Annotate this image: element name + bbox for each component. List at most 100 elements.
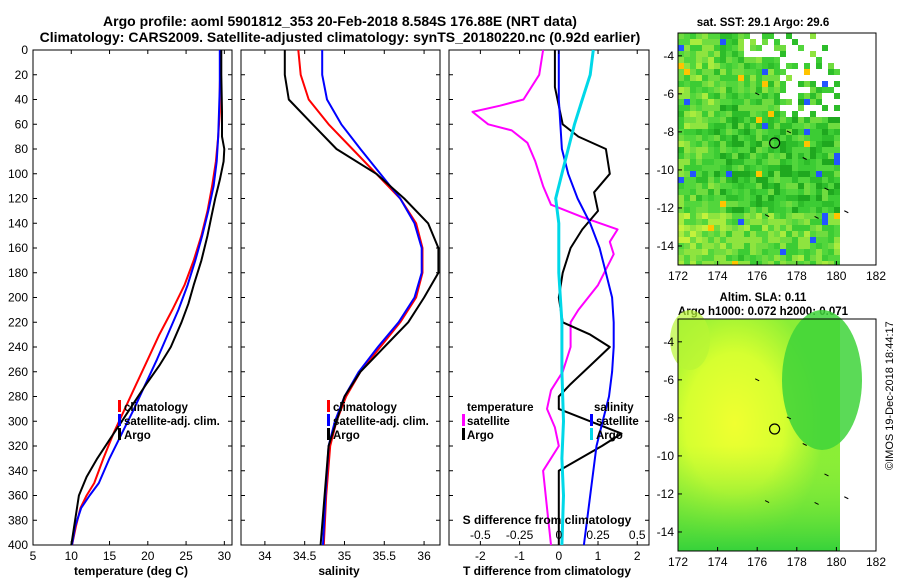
- sst-cell: [828, 261, 834, 265]
- sst-cell: [708, 213, 714, 219]
- sst-cell: [774, 225, 780, 231]
- sst-cell: [750, 243, 756, 249]
- sst-cell: [816, 165, 822, 171]
- sst-cell: [762, 243, 768, 249]
- sst-cell: [768, 159, 774, 165]
- sst-cell: [714, 93, 720, 99]
- sst-cell: [732, 111, 738, 117]
- sst-cell: [690, 117, 696, 123]
- sst-cell: [804, 219, 810, 225]
- sst-cell: [768, 135, 774, 141]
- sst-cell: [720, 171, 726, 177]
- sst-cell: [756, 135, 762, 141]
- sst-cell: [786, 189, 792, 195]
- sst-cell: [690, 255, 696, 261]
- sst-cell: [720, 87, 726, 93]
- sst-cell: [822, 231, 828, 237]
- sst-cell: [828, 135, 834, 141]
- map-x-tick-label: 182: [866, 269, 886, 283]
- sst-cell: [708, 63, 714, 69]
- sst-cell: [678, 93, 684, 99]
- sst-cell: [810, 117, 816, 123]
- sst-cell: [816, 201, 822, 207]
- sst-map-title: sat. SST: 29.1 Argo: 29.6: [697, 17, 830, 29]
- depth-tick-label: 60: [15, 117, 29, 131]
- sst-cell: [696, 141, 702, 147]
- sst-cell: [762, 249, 768, 255]
- sst-cell: [792, 135, 798, 141]
- sst-cell: [828, 219, 834, 225]
- sst-cell: [678, 249, 684, 255]
- sst-cell: [798, 249, 804, 255]
- sla-field-south: [678, 445, 840, 551]
- sst-cell: [810, 177, 816, 183]
- sst-cell: [768, 57, 774, 63]
- sst-cell: [684, 213, 690, 219]
- sst-cell: [798, 129, 804, 135]
- sst-cell: [756, 45, 762, 51]
- sst-cell: [768, 189, 774, 195]
- sst-cell: [792, 231, 798, 237]
- sst-cell: [804, 249, 810, 255]
- sst-cell: [750, 255, 756, 261]
- sst-cell: [750, 147, 756, 153]
- x-tick-label: 1: [595, 549, 602, 563]
- sst-cell: [702, 33, 708, 39]
- sst-cell: [744, 93, 750, 99]
- sst-cell: [714, 57, 720, 63]
- salinity-lines: [283, 49, 440, 546]
- sst-cell: [756, 153, 762, 159]
- sst-cell: [744, 105, 750, 111]
- sst-cell: [798, 153, 804, 159]
- sst-cell: [678, 147, 684, 153]
- sst-cell: [726, 237, 732, 243]
- sst-cell: [720, 165, 726, 171]
- sst-cell: [696, 219, 702, 225]
- sst-cell: [756, 147, 762, 153]
- sst-cell: [822, 189, 828, 195]
- map-x-tick-label: 180: [826, 269, 846, 283]
- sst-cell: [738, 147, 744, 153]
- sst-cell: [720, 129, 726, 135]
- sst-cell: [702, 45, 708, 51]
- sst-cell: [726, 183, 732, 189]
- map-y-tick-label: -10: [657, 449, 675, 463]
- salinity-axis-label: salinity: [318, 564, 360, 578]
- sst-cell: [714, 207, 720, 213]
- legend-swatch-climatology: [118, 400, 121, 412]
- sst-cell: [810, 225, 816, 231]
- sst-cell: [738, 129, 744, 135]
- sst-cell: [834, 69, 840, 75]
- sst-cell: [810, 249, 816, 255]
- sst-cell: [792, 159, 798, 165]
- sst-cell: [762, 165, 768, 171]
- sst-cell: [774, 99, 780, 105]
- sst-cell: [714, 111, 720, 117]
- sst-cell: [708, 243, 714, 249]
- sst-cell: [810, 189, 816, 195]
- sst-cell: [756, 165, 762, 171]
- sst-cell: [702, 159, 708, 165]
- depth-tick-label: 40: [15, 93, 29, 107]
- sst-cell: [684, 69, 690, 75]
- sst-cell: [816, 183, 822, 189]
- sst-cell: [708, 117, 714, 123]
- sst-cell: [738, 261, 744, 265]
- s-tick-label: -0.25: [506, 528, 534, 542]
- sst-cell: [780, 255, 786, 261]
- sst-cell: [756, 129, 762, 135]
- sst-cell: [786, 177, 792, 183]
- sst-cell: [720, 45, 726, 51]
- sst-cell: [822, 123, 828, 129]
- float-track-mark: [844, 496, 849, 500]
- sst-cell: [744, 147, 750, 153]
- sst-cell: [834, 123, 840, 129]
- sst-cell: [744, 129, 750, 135]
- sst-cell: [714, 249, 720, 255]
- sst-cell: [684, 75, 690, 81]
- sst-cell: [738, 81, 744, 87]
- sst-cell: [774, 93, 780, 99]
- sst-cell: [726, 99, 732, 105]
- sst-cell: [822, 237, 828, 243]
- sst-cell: [690, 99, 696, 105]
